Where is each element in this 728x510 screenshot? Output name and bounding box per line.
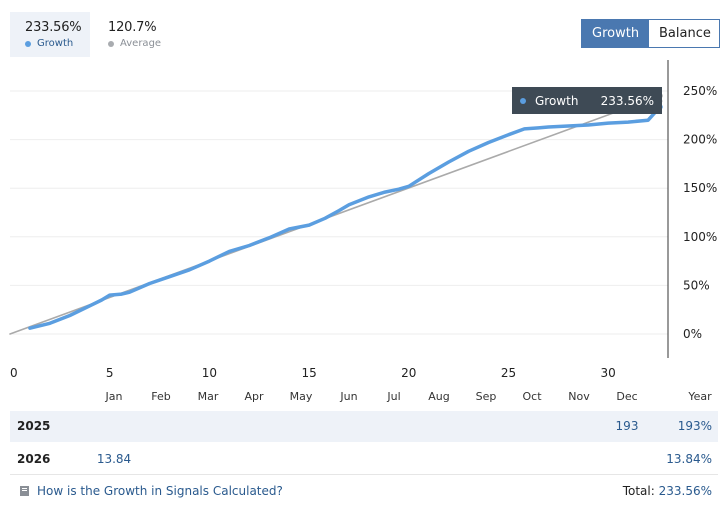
growth-calculation-link[interactable]: How is the Growth in Signals Calculated? [20,484,283,498]
year-row-2025: 2025 193 193% [10,411,718,442]
month-header-year: Year [688,390,712,403]
chart-mode-toggle: Growth Balance [581,19,720,48]
x-tick-label-30: 30 [601,366,616,380]
year-label: 2025 [17,419,51,433]
month-header-sep: Sep [475,390,497,403]
year-total-value: 13.84% [666,452,712,466]
year-label: 2026 [17,452,51,466]
x-tick-label-0: 0 [10,366,18,380]
x-tick-label-25: 25 [501,366,516,380]
total-value: 233.56% [658,484,712,498]
month-header-nov: Nov [568,390,590,403]
month-header-may: May [289,390,313,403]
month-header: Jan Feb Mar Apr May Jun Jul Aug Sep Oct Nov Dec Year [0,390,728,406]
average-stat-value: 120.7% [108,20,157,35]
month-value-dec[interactable]: 193 [615,419,639,433]
total-growth: Total: 233.56% [623,484,712,498]
growth-series-line [28,105,662,330]
tooltip-label: Growth [535,93,579,108]
y-tick-label-50: 50% [683,278,710,292]
growth-chart: 0% 50% 100% 150% 200% 250% 0 5 10 15 20 25 30 [9,60,717,380]
month-header-jul: Jul [387,390,401,403]
tooltip-value: 233.56% [600,93,654,108]
x-tick-label-5: 5 [106,366,114,380]
average-legend-dot [108,40,114,47]
tooltip-dot [520,97,526,104]
y-tick-label-100: 100% [683,230,717,244]
y-tick-label-0: 0% [683,327,702,341]
growth-stat-label: Growth [25,38,90,49]
growth-calculation-link-text[interactable]: How is the Growth in Signals Calculated? [37,484,283,498]
growth-stat[interactable]: 233.56% Growth [10,12,90,57]
average-stat[interactable]: 120.7% Average [96,12,186,57]
month-header-oct: Oct [522,390,542,403]
balance-tab[interactable]: Balance [649,20,719,47]
month-header-apr: Apr [244,390,264,403]
chart-tooltip: Growth 233.56% [512,87,662,114]
month-value-jan[interactable]: 13.84 [96,452,132,466]
y-tick-label-150: 150% [683,181,717,195]
month-header-dec: Dec [616,390,638,403]
growth-legend-dot [25,40,31,47]
month-header-aug: Aug [428,390,450,403]
year-total-value: 193% [677,419,712,433]
total-label: Total: [622,484,655,498]
y-tick-label-250: 250% [683,84,717,98]
month-header-mar: Mar [197,390,219,403]
growth-tab[interactable]: Growth [582,20,649,47]
book-icon [20,486,29,496]
average-stat-label: Average [108,38,186,49]
x-tick-label-15: 15 [301,366,316,380]
year-row-2026: 2026 13.84 13.84% [10,444,718,475]
x-tick-label-20: 20 [401,366,416,380]
growth-stat-label-text: Growth [37,38,74,49]
month-header-jan: Jan [105,390,123,403]
average-stat-label-text: Average [120,38,162,49]
y-tick-label-200: 200% [683,133,717,147]
x-tick-label-10: 10 [202,366,217,380]
growth-stat-value: 233.56% [25,20,82,35]
month-header-jun: Jun [340,390,358,403]
month-header-feb: Feb [151,390,171,403]
